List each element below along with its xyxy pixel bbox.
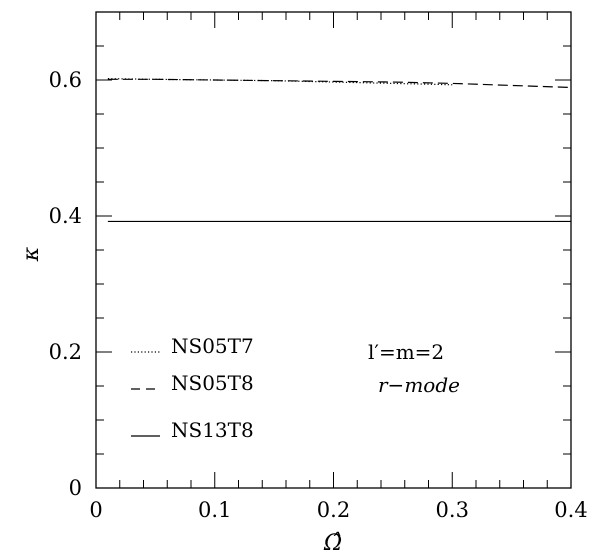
ticks-group: [95, 11, 572, 489]
plot-frame-group: [95, 11, 572, 489]
x-tick-label: 0.2: [317, 498, 350, 522]
legend-label: NS05T7: [171, 334, 254, 358]
series-line-ns05t8: [107, 78, 572, 89]
x-tick-label: 0.4: [554, 498, 587, 522]
x-tick-label: 0.3: [436, 498, 469, 522]
y-tick-label: 0.2: [49, 340, 82, 364]
annotation-mode-type: r−mode: [378, 373, 460, 397]
y-tick-label: 0: [69, 476, 82, 500]
x-axis-label: Ω̂: [323, 531, 342, 555]
legend-label: NS05T8: [171, 371, 254, 395]
x-tick-label: 0: [89, 498, 102, 522]
plot-frame: [95, 11, 572, 489]
legend-label: NS13T8: [171, 418, 254, 442]
y-axis-label: κ: [19, 246, 44, 262]
annotation-mode-numbers: l′=m=2: [368, 340, 444, 364]
tick-labels-group: 0 0.1 0.2 0.3 0.4 0 0.2 0.4 0.6: [49, 68, 588, 522]
y-tick-label: 0.6: [49, 68, 82, 92]
x-tick-label: 0.1: [198, 498, 231, 522]
y-tick-label: 0.4: [49, 204, 82, 228]
legend: NS05T7 NS05T8 NS13T8: [131, 334, 254, 442]
series-group: [107, 78, 572, 223]
